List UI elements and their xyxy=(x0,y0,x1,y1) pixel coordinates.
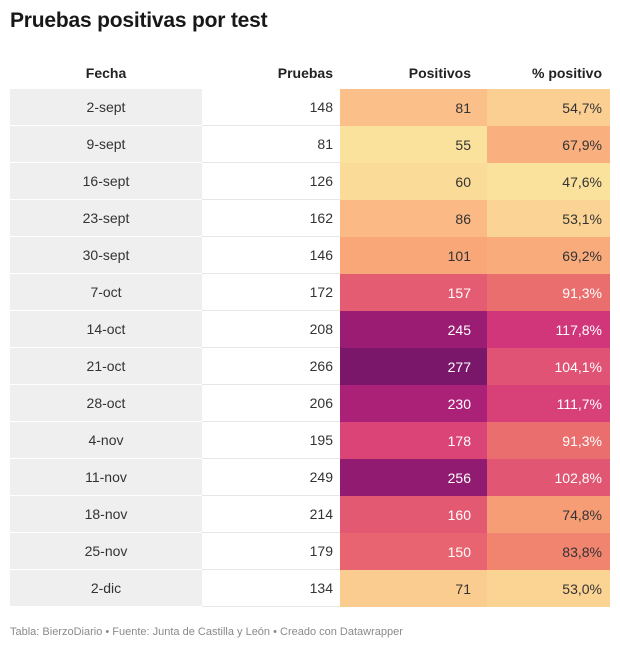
cell-pct-positivo: 111,7% xyxy=(487,385,610,422)
cell-positivos: 71 xyxy=(340,570,487,607)
data-table: Fecha Pruebas Positivos % positivo 2-sep… xyxy=(10,56,610,607)
cell-pct-positivo: 67,9% xyxy=(487,126,610,163)
cell-positivos: 60 xyxy=(340,163,487,200)
table-row: 9-sept 81 55 67,9% xyxy=(10,126,610,163)
cell-pct-positivo: 91,3% xyxy=(487,274,610,311)
header-pruebas[interactable]: Pruebas xyxy=(277,64,333,81)
cell-fecha: 25-nov xyxy=(10,533,202,570)
cell-positivos: 150 xyxy=(340,533,487,570)
cell-pct-positivo: 91,3% xyxy=(487,422,610,459)
cell-positivos: 55 xyxy=(340,126,487,163)
table-row: 18-nov 214 160 74,8% xyxy=(10,496,610,533)
cell-positivos: 178 xyxy=(340,422,487,459)
cell-positivos: 277 xyxy=(340,348,487,385)
cell-fecha: 2-dic xyxy=(10,570,202,607)
table-header: Fecha Pruebas Positivos % positivo xyxy=(10,56,610,89)
cell-fecha: 23-sept xyxy=(10,200,202,237)
table-row: 14-oct 208 245 117,8% xyxy=(10,311,610,348)
table-row: 16-sept 126 60 47,6% xyxy=(10,163,610,200)
chart-title: Pruebas positivas por test xyxy=(10,9,268,32)
header-pct-positivo[interactable]: % positivo xyxy=(531,64,602,81)
table-row: 2-sept 148 81 54,7% xyxy=(10,89,610,126)
cell-fecha: 18-nov xyxy=(10,496,202,533)
cell-fecha: 7-oct xyxy=(10,274,202,311)
cell-positivos: 86 xyxy=(340,200,487,237)
cell-pct-positivo: 53,1% xyxy=(487,200,610,237)
cell-positivos: 157 xyxy=(340,274,487,311)
cell-pruebas: 179 xyxy=(202,533,340,570)
cell-positivos: 101 xyxy=(340,237,487,274)
cell-pruebas: 214 xyxy=(202,496,340,533)
cell-pruebas: 146 xyxy=(202,237,340,274)
header-fecha[interactable]: Fecha xyxy=(85,64,127,81)
cell-pct-positivo: 104,1% xyxy=(487,348,610,385)
cell-pruebas: 266 xyxy=(202,348,340,385)
cell-pct-positivo: 47,6% xyxy=(487,163,610,200)
cell-positivos: 245 xyxy=(340,311,487,348)
table-body: 2-sept 148 81 54,7% 9-sept 81 55 67,9% 16-sept 12… xyxy=(10,89,610,607)
cell-pruebas: 148 xyxy=(202,89,340,126)
table-row: 30-sept 146 101 69,2% xyxy=(10,237,610,274)
cell-fecha: 14-oct xyxy=(10,311,202,348)
table-row: 28-oct 206 230 111,7% xyxy=(10,385,610,422)
cell-pct-positivo: 53,0% xyxy=(487,570,610,607)
cell-pruebas: 172 xyxy=(202,274,340,311)
cell-pct-positivo: 117,8% xyxy=(487,311,610,348)
table-row: 7-oct 172 157 91,3% xyxy=(10,274,610,311)
table-row: 21-oct 266 277 104,1% xyxy=(10,348,610,385)
header-positivos[interactable]: Positivos xyxy=(408,64,471,81)
cell-pct-positivo: 102,8% xyxy=(487,459,610,496)
cell-pruebas: 126 xyxy=(202,163,340,200)
table-row: 23-sept 162 86 53,1% xyxy=(10,200,610,237)
cell-fecha: 30-sept xyxy=(10,237,202,274)
cell-positivos: 256 xyxy=(340,459,487,496)
cell-pruebas: 208 xyxy=(202,311,340,348)
cell-fecha: 9-sept xyxy=(10,126,202,163)
cell-fecha: 4-nov xyxy=(10,422,202,459)
cell-positivos: 160 xyxy=(340,496,487,533)
table-row: 11-nov 249 256 102,8% xyxy=(10,459,610,496)
cell-pruebas: 195 xyxy=(202,422,340,459)
cell-fecha: 21-oct xyxy=(10,348,202,385)
cell-pruebas: 81 xyxy=(202,126,340,163)
cell-fecha: 28-oct xyxy=(10,385,202,422)
cell-positivos: 81 xyxy=(340,89,487,126)
cell-fecha: 11-nov xyxy=(10,459,202,496)
cell-fecha: 2-sept xyxy=(10,89,202,126)
cell-fecha: 16-sept xyxy=(10,163,202,200)
cell-pct-positivo: 74,8% xyxy=(487,496,610,533)
cell-pruebas: 206 xyxy=(202,385,340,422)
cell-pruebas: 134 xyxy=(202,570,340,607)
table-row: 2-dic 134 71 53,0% xyxy=(10,570,610,607)
source-footer: Tabla: BierzoDiario • Fuente: Junta de C… xyxy=(10,626,403,638)
cell-pruebas: 249 xyxy=(202,459,340,496)
table-row: 4-nov 195 178 91,3% xyxy=(10,422,610,459)
cell-pct-positivo: 69,2% xyxy=(487,237,610,274)
cell-positivos: 230 xyxy=(340,385,487,422)
cell-pct-positivo: 54,7% xyxy=(487,89,610,126)
cell-pct-positivo: 83,8% xyxy=(487,533,610,570)
table-row: 25-nov 179 150 83,8% xyxy=(10,533,610,570)
cell-pruebas: 162 xyxy=(202,200,340,237)
